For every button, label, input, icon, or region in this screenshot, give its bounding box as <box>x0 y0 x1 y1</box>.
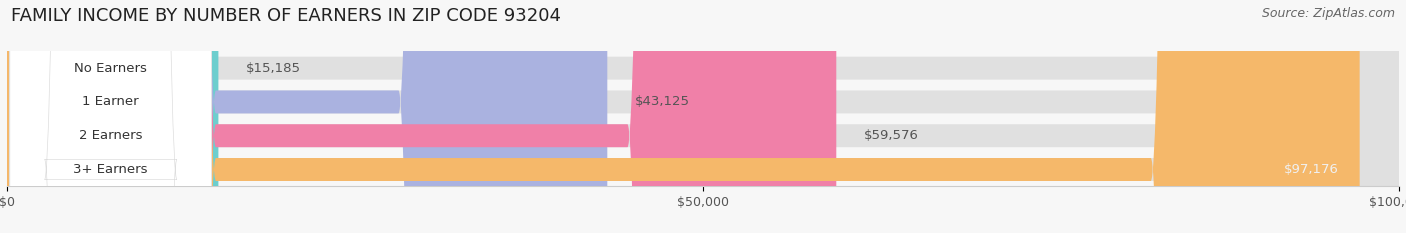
FancyBboxPatch shape <box>7 0 1399 233</box>
FancyBboxPatch shape <box>7 0 837 233</box>
Text: $15,185: $15,185 <box>246 62 301 75</box>
FancyBboxPatch shape <box>7 0 1360 233</box>
Text: $97,176: $97,176 <box>1284 163 1339 176</box>
FancyBboxPatch shape <box>10 0 212 233</box>
FancyBboxPatch shape <box>7 0 1399 233</box>
Text: 3+ Earners: 3+ Earners <box>73 163 148 176</box>
FancyBboxPatch shape <box>10 0 212 233</box>
FancyBboxPatch shape <box>7 0 607 233</box>
FancyBboxPatch shape <box>10 0 212 233</box>
FancyBboxPatch shape <box>7 0 1399 233</box>
Text: No Earners: No Earners <box>75 62 148 75</box>
FancyBboxPatch shape <box>10 0 212 233</box>
Text: Source: ZipAtlas.com: Source: ZipAtlas.com <box>1261 7 1395 20</box>
Text: $59,576: $59,576 <box>865 129 920 142</box>
FancyBboxPatch shape <box>7 0 1399 233</box>
FancyBboxPatch shape <box>7 0 218 233</box>
Text: 2 Earners: 2 Earners <box>79 129 142 142</box>
Text: $43,125: $43,125 <box>636 96 690 108</box>
Text: 1 Earner: 1 Earner <box>83 96 139 108</box>
Text: FAMILY INCOME BY NUMBER OF EARNERS IN ZIP CODE 93204: FAMILY INCOME BY NUMBER OF EARNERS IN ZI… <box>11 7 561 25</box>
